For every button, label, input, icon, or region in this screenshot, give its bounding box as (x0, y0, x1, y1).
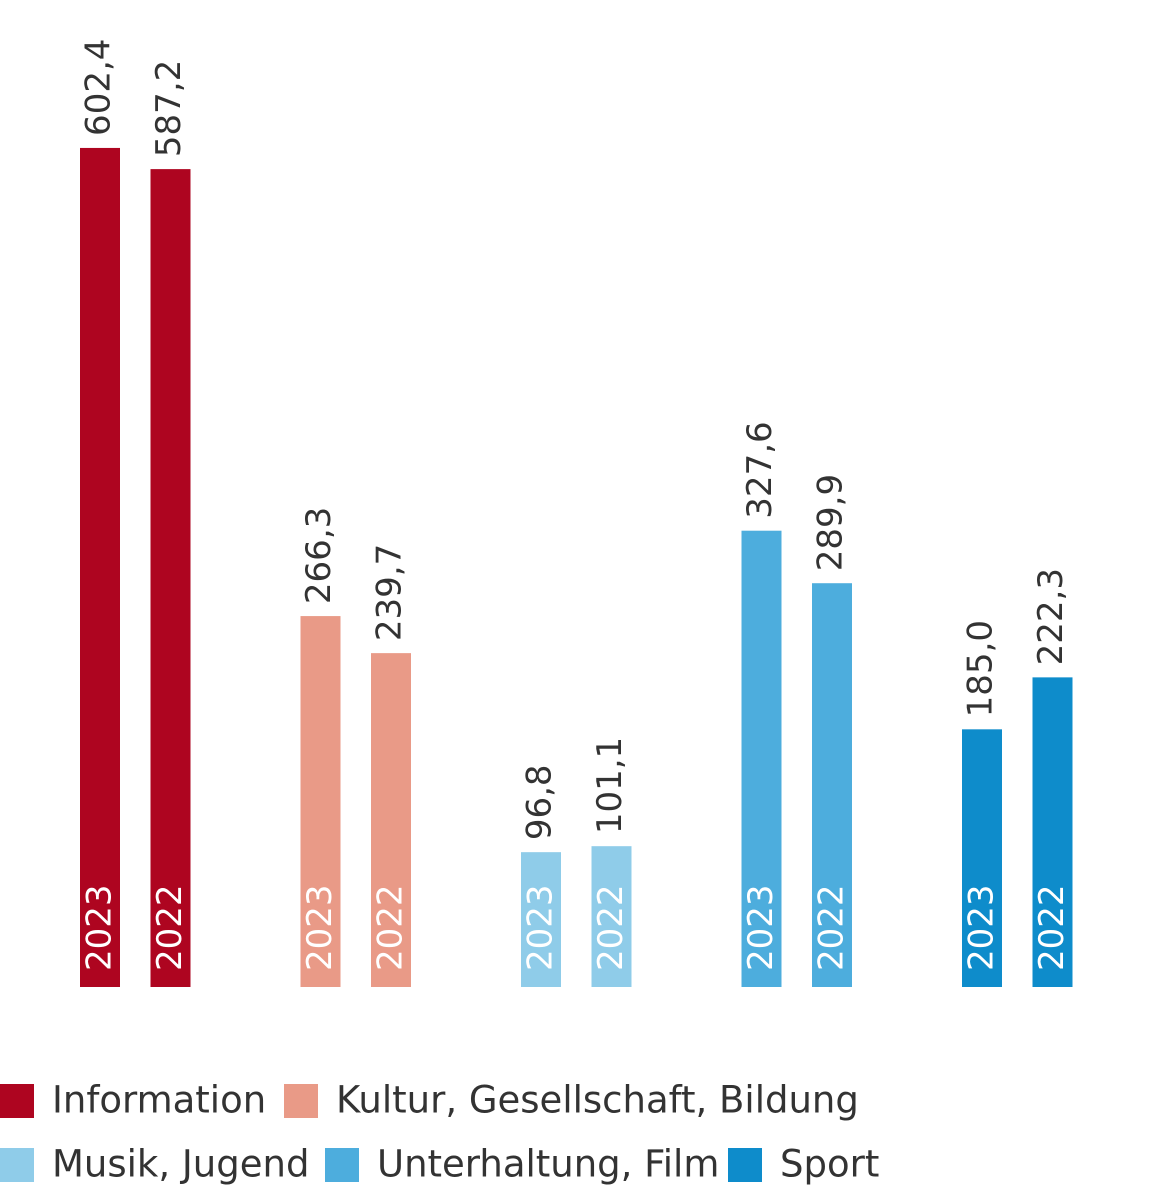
value-label: 327,6 (740, 421, 780, 518)
legend-label: Information (52, 1079, 266, 1122)
bar-year-label: 2023 (80, 884, 120, 971)
bar-year-label: 2022 (812, 884, 852, 971)
legend-swatch (0, 1148, 34, 1182)
legend-swatch (728, 1148, 762, 1182)
bar (812, 583, 852, 987)
bar (80, 147, 120, 987)
value-label: 587,2 (149, 60, 189, 157)
bar-year-label: 2023 (962, 884, 1002, 971)
value-label: 602,4 (79, 39, 119, 136)
bar-year-label: 2022 (150, 884, 190, 971)
legend-swatch (284, 1084, 318, 1118)
legend-swatch (0, 1084, 34, 1118)
legend-label: Musik, Jugend (52, 1143, 309, 1186)
value-label: 185,0 (961, 620, 1001, 717)
value-label: 222,3 (1031, 568, 1071, 665)
value-label: 266,3 (299, 507, 339, 604)
bar (741, 530, 782, 987)
value-label: 101,1 (590, 737, 630, 834)
bar (591, 846, 632, 987)
bar (521, 852, 561, 987)
value-label: 289,9 (811, 474, 851, 571)
bar-year-label: 2022 (371, 884, 411, 971)
bar-year-label: 2023 (300, 884, 340, 971)
legend-label: Unterhaltung, Film (377, 1143, 719, 1186)
bar-year-label: 2023 (521, 884, 561, 971)
bar (300, 616, 341, 987)
bar (1032, 677, 1073, 987)
value-label: 239,7 (370, 544, 410, 641)
bar-year-label: 2022 (591, 884, 631, 971)
bar (371, 653, 411, 987)
bar (962, 729, 1002, 987)
bar-year-label: 2023 (741, 884, 781, 971)
legend-label: Kultur, Gesellschaft, Bildung (336, 1079, 859, 1122)
bar (150, 169, 191, 988)
value-label: 96,8 (520, 764, 560, 840)
bar-year-label: 2022 (1032, 884, 1072, 971)
legend-label: Sport (780, 1143, 879, 1186)
legend-swatch (325, 1148, 359, 1182)
